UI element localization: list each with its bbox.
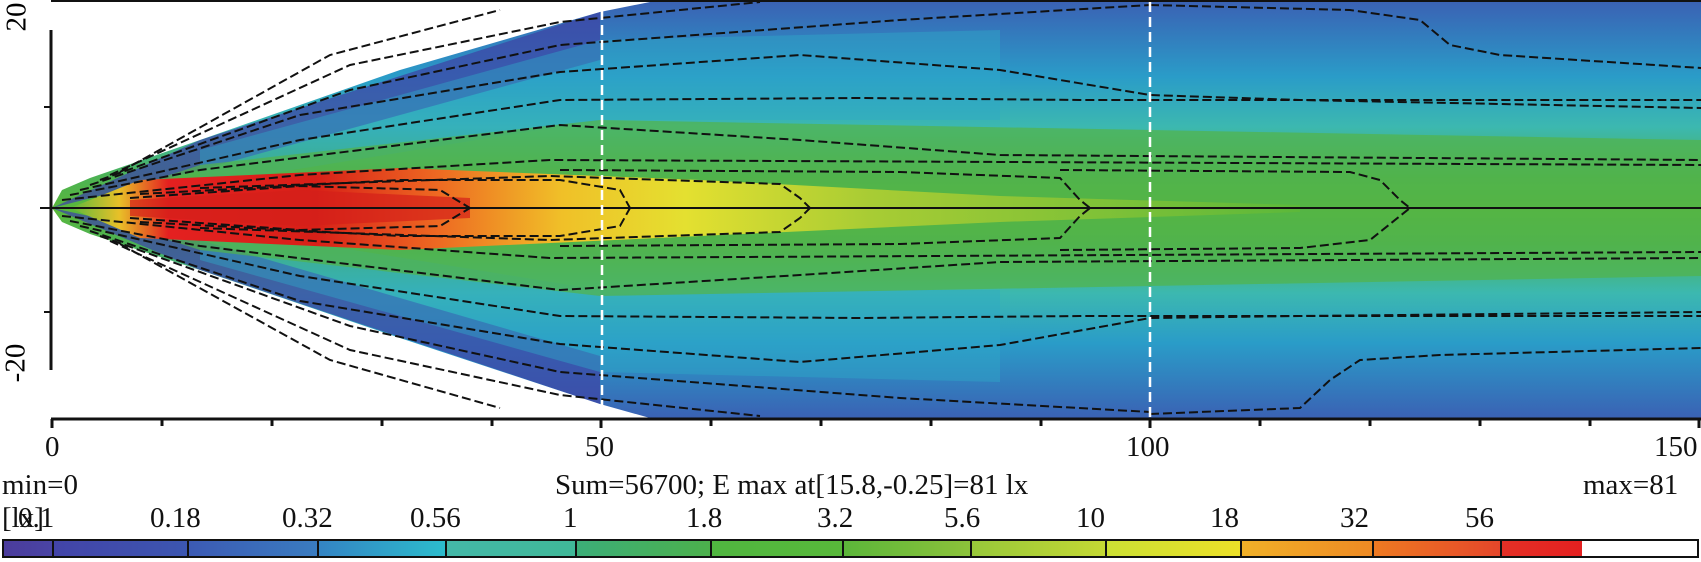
colorbar-segment <box>447 541 577 556</box>
colorbar-level-label: 1 <box>563 502 578 534</box>
colorbar-segment <box>189 541 319 556</box>
x-label-100: 100 <box>1126 431 1170 463</box>
colorbar-level-label: 32 <box>1340 502 1369 534</box>
summary-label: Sum=56700; E max at[15.8,-0.25]=81 lx <box>555 469 1029 501</box>
colorbar-level-label: 0.1 <box>18 502 55 534</box>
colorbar-segment <box>972 541 1107 556</box>
colorbar-level-label: 18 <box>1210 502 1239 534</box>
x-label-150: 150 <box>1654 431 1698 463</box>
y-label-bottom: -20 <box>0 343 32 383</box>
x-label-50: 50 <box>585 431 614 463</box>
x-ticks <box>50 419 1701 428</box>
max-value-label: max=81 <box>1583 469 1679 501</box>
colorbar-unit-label: [lx] <box>2 502 44 534</box>
colorbar-segment <box>1242 541 1374 556</box>
colorbar-segment <box>319 541 447 556</box>
colorbar-level-label: 0.18 <box>150 502 201 534</box>
colorbar-level-label: 1.8 <box>686 502 723 534</box>
colorbar-segment <box>4 541 54 556</box>
heatmap-plot <box>40 0 1701 428</box>
colorbar-level-label: 56 <box>1465 502 1494 534</box>
colorbar-segment <box>1374 541 1502 556</box>
colorbar-level-label: 10 <box>1076 502 1105 534</box>
colorbar <box>2 539 1699 558</box>
colorbar-segment <box>712 541 844 556</box>
colorbar-segment <box>1502 541 1582 556</box>
colorbar-segment <box>1107 541 1242 556</box>
min-value-label: min=0 <box>2 469 78 501</box>
colorbar-segment <box>577 541 712 556</box>
colorbar-segment <box>54 541 189 556</box>
colorbar-level-label: 5.6 <box>944 502 981 534</box>
y-label-top: 20 <box>0 2 33 32</box>
colorbar-level-label: 0.56 <box>410 502 461 534</box>
x-label-0: 0 <box>45 431 60 463</box>
colorbar-labels: [lx] 0.1 0.18 0.32 0.56 1 1.8 3.2 5.6 10… <box>0 503 1701 535</box>
colorbar-level-label: 3.2 <box>817 502 854 534</box>
isolux-contours <box>61 1 1701 417</box>
colorbar-segment <box>844 541 972 556</box>
colorbar-level-label: 0.32 <box>282 502 333 534</box>
